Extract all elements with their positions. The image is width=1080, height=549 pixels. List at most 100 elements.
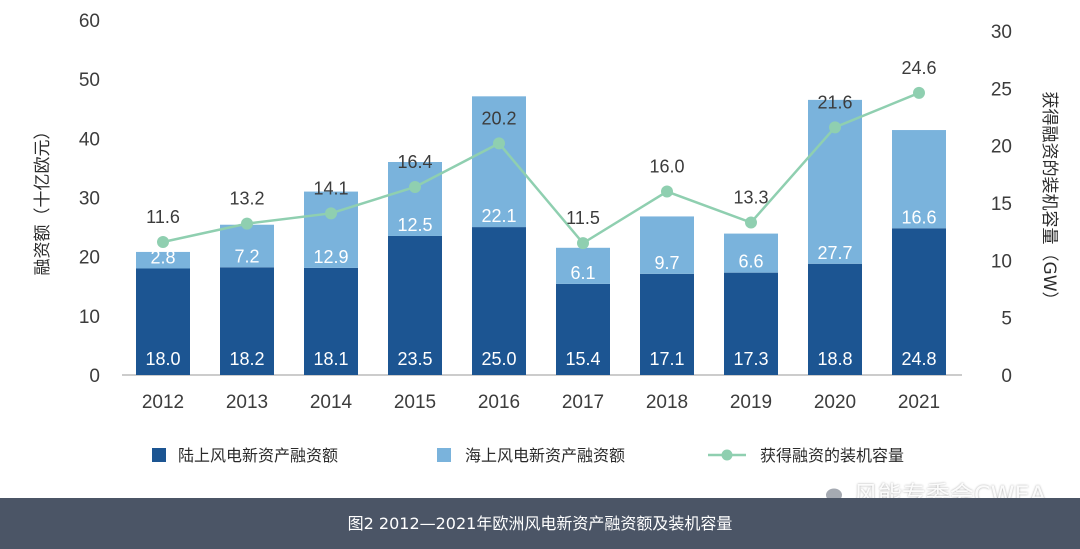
y-axis-title: 融资额（十亿欧元） (33, 123, 53, 276)
y2-tick-label: 0 (1001, 366, 1012, 387)
capacity-point (829, 121, 841, 134)
x-tick-label: 2016 (478, 392, 520, 413)
onshore-value-label: 24.8 (901, 349, 936, 369)
x-tick-label: 2014 (310, 392, 353, 413)
legend-offshore-label: 海上风电新资产融资额 (465, 446, 625, 465)
capacity-line-path (162, 91, 920, 245)
y-tick-label: 20 (79, 248, 100, 269)
capacity-line: 11.6 13.2 14.1 16.4 20.2 11.5 16.0 13.3 21.6 24.6 (146, 58, 937, 250)
legend-onshore-swatch (152, 448, 166, 462)
x-tick-label: 2019 (730, 392, 772, 413)
y-tick-label: 0 (89, 366, 100, 387)
capacity-value-label: 14.1 (313, 178, 348, 198)
onshore-bar (136, 268, 190, 375)
x-tick-label: 2013 (226, 392, 268, 413)
y2-tick-label: 20 (991, 137, 1012, 158)
y-axis-ticks: 0 10 20 30 40 50 60 (79, 11, 100, 387)
offshore-value-label: 27.7 (817, 243, 852, 263)
capacity-point (409, 180, 421, 193)
onshore-bar (640, 273, 694, 375)
legend-capacity-marker (721, 449, 733, 461)
offshore-bar (724, 233, 778, 273)
onshore-value-label: 18.8 (817, 349, 852, 369)
bars: 18.0 2.8 18.2 7.2 18.1 12.9 23.5 12.5 25.0 22.1 15… (136, 96, 946, 375)
onshore-bar (472, 227, 526, 375)
capacity-value-label: 24.6 (901, 58, 936, 78)
y2-axis-title: 获得融资的装机容量（GW） (1039, 92, 1059, 309)
y-tick-label: 30 (79, 189, 100, 210)
x-tick-label: 2018 (646, 392, 688, 413)
y-tick-label: 60 (79, 11, 100, 32)
y2-tick-label: 25 (991, 79, 1012, 100)
offshore-value-label: 6.6 (738, 252, 763, 272)
y2-tick-label: 15 (991, 194, 1012, 215)
onshore-value-label: 17.1 (649, 349, 684, 369)
capacity-value-label: 20.2 (481, 108, 516, 128)
x-tick-label: 2017 (562, 392, 604, 413)
legend-offshore-swatch (437, 448, 451, 462)
offshore-value-label: 12.9 (313, 247, 348, 267)
onshore-value-label: 25.0 (481, 349, 516, 369)
onshore-value-label: 17.3 (733, 349, 768, 369)
offshore-bar (640, 216, 694, 274)
offshore-bar (472, 96, 526, 228)
offshore-value-label: 6.1 (570, 263, 595, 283)
y2-axis-ticks: 0 5 10 15 20 25 30 (991, 22, 1012, 387)
capacity-point (745, 216, 757, 229)
capacity-value-label: 13.3 (733, 187, 768, 207)
x-tick-label: 2015 (394, 392, 436, 413)
capacity-value-label: 13.2 (229, 189, 264, 209)
capacity-point (325, 207, 337, 220)
x-axis-ticks: 2012 2013 2014 2015 2016 2017 2018 2019 2020 2021 (142, 392, 940, 413)
y2-tick-label: 30 (991, 22, 1012, 43)
onshore-value-label: 18.2 (229, 349, 264, 369)
offshore-value-label: 2.8 (150, 248, 175, 268)
onshore-bar (220, 267, 274, 375)
offshore-value-label: 9.7 (654, 253, 679, 273)
capacity-value-label: 11.6 (146, 207, 180, 227)
x-tick-label: 2020 (814, 392, 856, 413)
capacity-value-label: 16.0 (649, 157, 684, 177)
onshore-bar (388, 235, 442, 375)
offshore-value-label: 22.1 (481, 206, 516, 226)
legend-capacity-label: 获得融资的装机容量 (760, 446, 904, 465)
figure-caption: 图2 2012—2021年欧洲风电新资产融资额及装机容量 (347, 514, 733, 533)
offshore-bar (220, 224, 274, 268)
onshore-bar (556, 283, 610, 375)
offshore-bar (892, 130, 946, 229)
offshore-bar (304, 191, 358, 268)
capacity-value-label: 11.5 (566, 208, 600, 228)
offshore-value-label: 16.6 (901, 207, 936, 227)
offshore-value-label: 7.2 (234, 246, 259, 266)
legend: 陆上风电新资产融资额 海上风电新资产融资额 获得融资的装机容量 (152, 446, 904, 465)
legend-onshore-label: 陆上风电新资产融资额 (178, 446, 338, 465)
y2-tick-label: 5 (1001, 309, 1012, 330)
x-tick-label: 2012 (142, 392, 184, 413)
onshore-value-label: 23.5 (397, 349, 432, 369)
capacity-point (661, 185, 673, 198)
capacity-point (157, 235, 169, 248)
chart: 0 10 20 30 40 50 60 0 5 10 15 20 25 30 18.0 2.8 18.2 7.… (33, 11, 1059, 465)
offshore-bar (136, 251, 190, 269)
y-tick-label: 40 (79, 129, 100, 150)
x-tick-label: 2021 (898, 392, 940, 413)
onshore-value-label: 18.1 (313, 349, 348, 369)
caption-bar: 图2 2012—2021年欧洲风电新资产融资额及装机容量 (0, 498, 1080, 549)
capacity-value-label: 16.4 (397, 152, 432, 172)
onshore-value-label: 18.0 (145, 349, 180, 369)
onshore-bar (724, 272, 778, 375)
onshore-bar (892, 228, 946, 375)
offshore-bar (556, 247, 610, 284)
capacity-point (913, 86, 925, 99)
capacity-point (241, 217, 253, 230)
capacity-point (577, 237, 589, 250)
onshore-bar (808, 263, 862, 375)
capacity-point (493, 137, 505, 150)
onshore-value-label: 15.4 (565, 349, 600, 369)
y-tick-label: 10 (79, 307, 100, 328)
offshore-value-label: 12.5 (397, 215, 432, 235)
capacity-value-label: 21.6 (817, 92, 852, 112)
y2-tick-label: 10 (991, 251, 1012, 272)
y-tick-label: 50 (79, 70, 100, 91)
onshore-bar (304, 267, 358, 375)
